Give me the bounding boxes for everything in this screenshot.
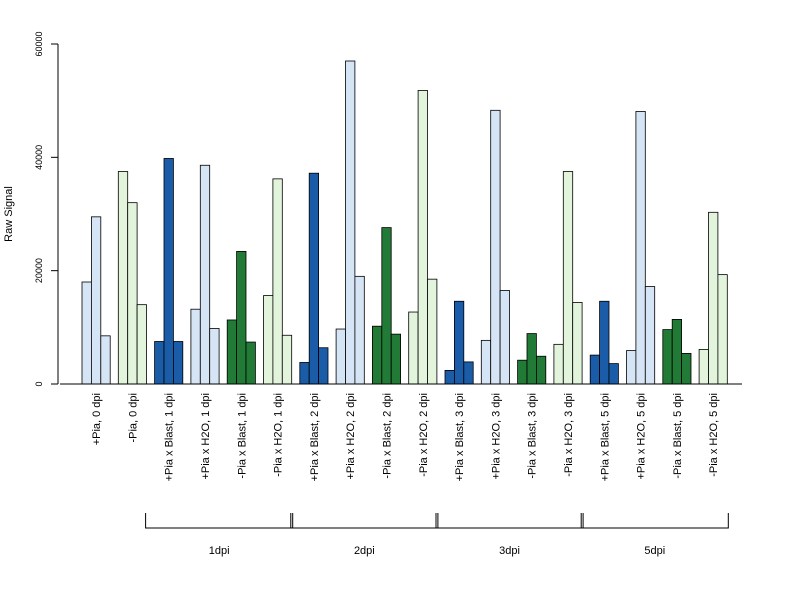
bar — [608, 363, 619, 385]
bar — [681, 352, 692, 385]
bar — [272, 178, 283, 385]
category-label: -Pia x Blast, 1 dpi — [236, 393, 248, 479]
bar — [190, 308, 201, 385]
bar — [345, 60, 356, 385]
bar — [299, 362, 310, 385]
bar — [708, 211, 719, 385]
category-label: -Pia x H2O, 3 dpi — [563, 393, 575, 477]
bar — [417, 90, 428, 385]
bar — [644, 286, 656, 385]
group-label: 1dpi — [209, 545, 230, 557]
y-tick-label: 60000 — [34, 31, 44, 56]
bar — [635, 111, 646, 385]
bar — [371, 325, 383, 385]
bar — [308, 172, 320, 385]
bar — [499, 290, 510, 385]
category-label: -Pia x H2O, 5 dpi — [708, 393, 720, 477]
bar — [318, 347, 329, 385]
bar — [127, 202, 138, 385]
group-label: 5dpi — [644, 545, 665, 557]
y-axis: 0 20000 40000 60000 — [34, 31, 59, 387]
bar — [463, 361, 474, 385]
group-bracket — [435, 513, 584, 529]
bar — [91, 216, 102, 385]
bar — [553, 343, 564, 385]
category-label: +Pia x H2O, 5 dpi — [636, 393, 648, 480]
bar — [453, 300, 465, 385]
category-label: -Pia x Blast, 5 dpi — [672, 393, 684, 479]
bar — [390, 333, 402, 385]
category-label: -Pia x H2O, 2 dpi — [418, 393, 430, 477]
category-label: +Pia x H2O, 3 dpi — [490, 393, 502, 480]
y-tick-label: 20000 — [34, 258, 44, 283]
group-bracket — [145, 513, 294, 529]
group-label: 3dpi — [499, 545, 520, 557]
y-tick-label: 40000 — [34, 145, 44, 170]
bar — [263, 295, 274, 385]
group-bracket — [580, 513, 729, 529]
group-label: 2dpi — [354, 545, 375, 557]
bar — [526, 333, 537, 385]
group-bracket — [290, 513, 439, 529]
bar — [427, 278, 438, 385]
bar — [698, 349, 709, 385]
bar — [572, 301, 583, 385]
bar — [199, 164, 211, 385]
y-axis-label: Raw Signal — [3, 186, 15, 242]
category-label: +Pia x Blast, 1 dpi — [164, 393, 176, 481]
bar — [335, 328, 346, 385]
category-label: +Pia x Blast, 2 dpi — [309, 393, 321, 481]
bar — [100, 335, 111, 385]
bar — [562, 171, 574, 385]
bar — [480, 339, 492, 385]
category-label: +Pia x Blast, 3 dpi — [454, 393, 466, 481]
bar — [381, 227, 392, 385]
bar — [163, 158, 174, 385]
bar — [662, 329, 673, 385]
category-label: -Pia x Blast, 2 dpi — [382, 393, 394, 479]
y-tick-label: 0 — [34, 381, 44, 386]
category-label: -Pia x Blast, 3 dpi — [527, 393, 539, 479]
bar — [408, 311, 419, 385]
group-brackets: 1dpi 2dpi 3dpi 5dpi — [145, 513, 729, 557]
category-label: -Pia, 0 dpi — [127, 393, 139, 443]
category-label: +Pia x H2O, 1 dpi — [200, 393, 212, 480]
bar — [236, 250, 247, 385]
bar — [281, 334, 293, 385]
bar — [117, 171, 129, 385]
bar — [81, 281, 92, 385]
bar — [536, 355, 547, 385]
category-labels: +Pia, 0 dpi -Pia, 0 dpi +Pia x Blast, 1 dp… — [91, 393, 720, 481]
bar — [209, 328, 220, 385]
bar — [599, 300, 610, 385]
bar — [226, 319, 237, 385]
bars — [81, 60, 728, 385]
bar — [154, 341, 165, 385]
bar — [589, 354, 601, 385]
category-label: -Pia x H2O, 1 dpi — [273, 393, 285, 477]
category-label: +Pia x H2O, 2 dpi — [345, 393, 357, 480]
category-label: +Pia x Blast, 5 dpi — [599, 393, 611, 481]
bar — [172, 341, 184, 385]
bar — [517, 359, 528, 385]
bar — [444, 369, 455, 385]
bar — [354, 275, 365, 385]
bar — [490, 109, 501, 385]
bar — [717, 274, 728, 385]
bar — [136, 304, 147, 385]
bar — [245, 341, 256, 385]
category-label: +Pia, 0 dpi — [91, 393, 103, 445]
bar — [626, 350, 637, 385]
bar — [671, 318, 683, 385]
